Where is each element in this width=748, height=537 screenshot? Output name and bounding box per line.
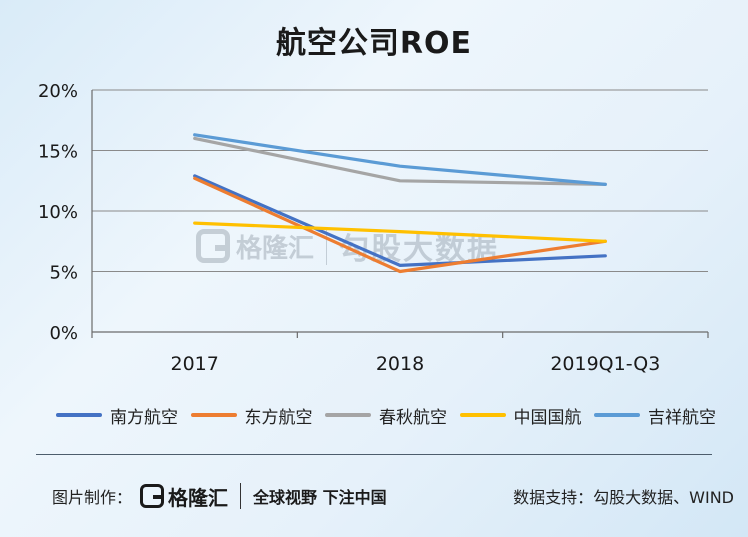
legend-item: 吉祥航空 [594, 403, 716, 428]
brand-logo-icon [140, 484, 165, 508]
x-tick-label: 2019Q1-Q3 [550, 353, 660, 375]
footer: 图片制作： 格隆汇 全球视野 下注中国 数据支持：勾股大数据、WIND [52, 481, 734, 511]
x-tick-label: 2018 [376, 353, 424, 375]
legend-swatch [190, 413, 237, 417]
y-tick-label: 20% [38, 81, 78, 102]
x-tick-label: 2017 [170, 353, 218, 375]
legend-item: 春秋航空 [325, 403, 447, 428]
legend-label: 春秋航空 [379, 407, 447, 428]
legend-item: 中国国航 [459, 403, 582, 428]
legend-item: 东方航空 [190, 403, 313, 428]
line-chart: 0% 5% 10% 15% 20% 2017 2018 2019Q1-Q3 [38, 81, 709, 375]
legend-swatch [325, 413, 371, 417]
legend-item: 南方航空 [56, 403, 178, 428]
y-tick-label: 0% [49, 323, 78, 344]
watermark-separator [326, 227, 328, 265]
series-line [193, 136, 607, 186]
series-line [193, 176, 607, 274]
legend-swatch [459, 413, 506, 417]
watermark-logo-icon [196, 229, 230, 263]
legend-swatch [56, 413, 102, 417]
watermark-brand: 格隆汇 [236, 233, 315, 264]
legend-label: 东方航空 [244, 407, 313, 428]
legend-label: 中国国航 [513, 407, 582, 428]
y-tick-label: 10% [38, 202, 78, 223]
legend-label: 吉祥航空 [648, 407, 716, 428]
legend-label: 南方航空 [110, 407, 178, 428]
series-line [193, 133, 607, 186]
made-by-label: 图片制作： [52, 488, 133, 507]
chart-title: 航空公司ROE [275, 26, 473, 61]
chart-legend: 南方航空 东方航空 春秋航空 中国国航 吉祥航空 [56, 400, 716, 430]
data-source: 数据支持：勾股大数据、WIND [513, 488, 734, 507]
footer-divider [36, 454, 712, 455]
y-tick-label: 5% [49, 263, 78, 284]
series-line [193, 221, 607, 243]
legend-swatch [594, 413, 640, 417]
footer-logo: 格隆汇 [140, 482, 228, 511]
footer-slogan: 全球视野 下注中国 [253, 488, 387, 507]
series-line [193, 174, 607, 267]
footer-brand: 格隆汇 [168, 485, 229, 510]
footer-separator [240, 483, 242, 509]
y-tick-label: 15% [38, 142, 78, 163]
